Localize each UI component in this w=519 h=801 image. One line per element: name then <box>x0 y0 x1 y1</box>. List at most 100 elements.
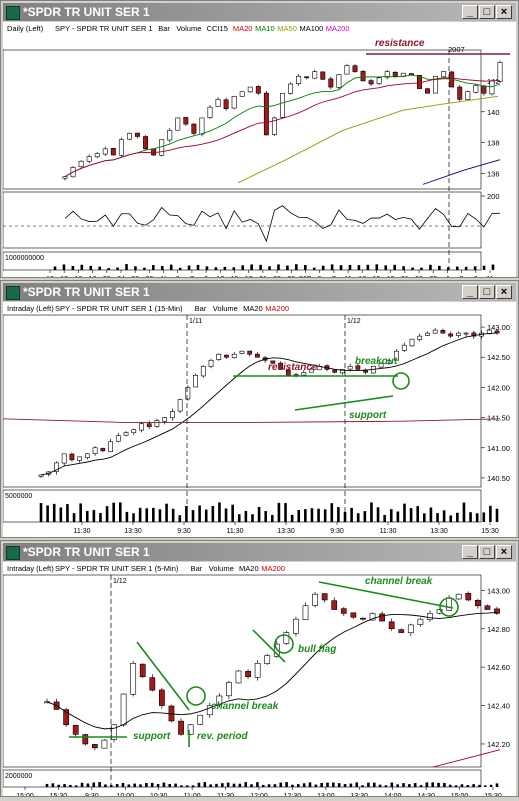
volume-bar <box>326 782 329 787</box>
volume-bar <box>204 509 208 522</box>
window-titlebar[interactable]: *SPDR TR UNIT SER 1 _ □ × <box>3 283 516 301</box>
candle-body <box>312 71 318 79</box>
x-tick-label: 17 <box>245 276 253 277</box>
minimize-button[interactable]: _ <box>462 285 478 299</box>
candle-body <box>199 117 205 135</box>
candle-body <box>183 117 189 125</box>
volume-bar <box>484 785 487 787</box>
legend-entry: Volume <box>213 304 238 313</box>
candle-body <box>340 369 345 374</box>
volume-bar <box>185 785 189 787</box>
x-tick-label: 15:30 <box>481 528 499 535</box>
candle-body <box>408 73 414 76</box>
candle-body <box>388 621 395 630</box>
legend-entry: MA100 <box>300 24 324 33</box>
candle-body <box>110 148 116 156</box>
volume-bar <box>133 783 136 787</box>
volume-bar <box>312 267 316 270</box>
volume-bar <box>180 785 183 787</box>
x-tick-label: 14:30 <box>417 793 435 796</box>
volume-bar <box>411 267 414 270</box>
candle-body <box>344 65 350 75</box>
minimize-button[interactable]: _ <box>462 545 478 559</box>
x-tick-label: 15:00 <box>16 793 34 796</box>
candle-body <box>187 724 194 735</box>
candles-group <box>44 591 500 751</box>
volume-bar <box>203 782 207 787</box>
close-button[interactable]: × <box>496 285 512 299</box>
volume-bar <box>389 509 393 522</box>
legend-entry: Volume <box>209 564 234 573</box>
chart-period-label: Intraday (Left) <box>7 564 54 573</box>
volume-bar <box>295 264 298 270</box>
x-tick-label: 11:30 <box>74 528 91 535</box>
legend-entry: SPY - SPDR TR UNIT SER 1 (15-Min) <box>55 304 183 313</box>
intraday-15min-svg: Intraday (Left) SPY - SPDR TR UNIT SER 1 … <box>2 304 510 535</box>
candle-body <box>398 629 405 633</box>
volume-bar <box>308 782 312 787</box>
minimize-button[interactable]: _ <box>462 5 478 19</box>
window-titlebar[interactable]: *SPDR TR UNIT SER 1 _ □ × <box>3 3 516 21</box>
candle-body <box>130 663 137 695</box>
volume-bar <box>429 507 433 522</box>
volume-bar <box>62 264 66 270</box>
window-titlebar[interactable]: *SPDR TR UNIT SER 1 _ □ × <box>3 543 516 561</box>
volume-bar <box>437 782 440 787</box>
close-button[interactable]: × <box>496 5 512 19</box>
candle-body <box>135 132 140 137</box>
x-tick-label: 9:30 <box>85 793 99 796</box>
volume-bar <box>185 506 188 522</box>
legend-entry: MA200 <box>261 564 285 573</box>
volume-bar <box>98 782 101 787</box>
volume-bar <box>356 513 360 522</box>
maximize-button[interactable]: □ <box>479 545 495 559</box>
x-tick-label: 21 <box>401 276 409 277</box>
volume-bar <box>211 506 215 522</box>
volume-bar <box>52 503 56 522</box>
volume-scale-label: 1000000000 <box>5 255 44 262</box>
candle-body <box>336 74 342 88</box>
candle-body <box>471 332 477 337</box>
x-tick-label: 11:30 <box>217 793 234 796</box>
candle-body <box>131 429 137 434</box>
session-date-label: 1/12 <box>113 578 127 585</box>
volume-bar <box>438 265 441 270</box>
main-plot-frame <box>2 49 482 190</box>
legend-entry: MA50 <box>277 24 297 33</box>
maximize-button[interactable]: □ <box>479 5 495 19</box>
volume-bar <box>71 265 75 270</box>
x-tick-label: 11 <box>486 276 493 277</box>
volume-bar <box>454 785 458 787</box>
candle-body <box>208 359 214 367</box>
annotation-trendline <box>318 581 454 609</box>
candle-body <box>321 593 328 601</box>
close-button[interactable]: × <box>496 545 512 559</box>
candle-body <box>407 624 414 634</box>
volume-bar <box>257 506 261 522</box>
candle-body <box>235 670 242 684</box>
volume-bar <box>152 507 155 522</box>
x-tick-label: 19 <box>387 276 395 277</box>
candle-body <box>465 91 471 100</box>
candle-body <box>328 78 334 88</box>
candle-body <box>440 329 446 334</box>
volume-bar <box>317 508 320 522</box>
candle-body <box>320 71 326 80</box>
volume-bar <box>145 783 148 787</box>
volume-bar <box>271 514 274 522</box>
candle-body <box>417 618 424 625</box>
chart-canvas: Daily (Left) SPY - SPDR TR UNIT SER 1 Bar V… <box>2 22 516 283</box>
x-tick-label: 26 <box>131 276 139 277</box>
moving-average-line <box>64 77 501 178</box>
candle-body <box>193 375 198 388</box>
x-tick-label: 13:30 <box>277 528 295 535</box>
volume-bar <box>290 514 294 522</box>
volume-bar <box>402 783 405 787</box>
volume-bar <box>482 265 486 270</box>
volume-bar <box>191 785 195 787</box>
volume-bar <box>273 784 277 787</box>
maximize-button[interactable]: □ <box>479 285 495 299</box>
candle-body <box>100 448 106 452</box>
x-tick-label: 15 <box>231 276 239 277</box>
volume-bar <box>310 508 314 522</box>
